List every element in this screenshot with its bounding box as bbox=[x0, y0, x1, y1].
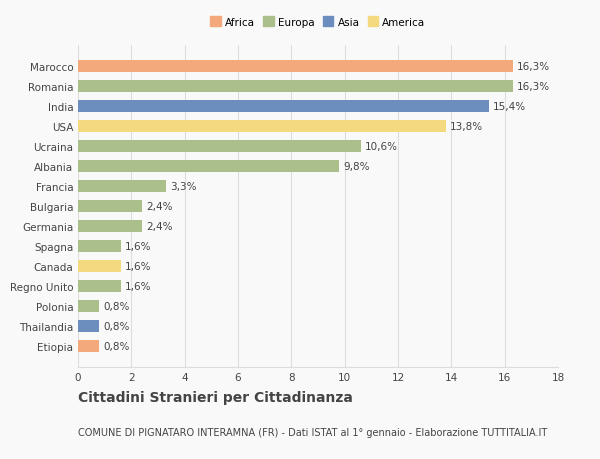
Legend: Africa, Europa, Asia, America: Africa, Europa, Asia, America bbox=[206, 12, 430, 32]
Text: 0,8%: 0,8% bbox=[103, 341, 130, 352]
Text: 10,6%: 10,6% bbox=[365, 141, 398, 151]
Bar bbox=[78, 161, 340, 173]
Bar bbox=[78, 101, 488, 112]
Text: 3,3%: 3,3% bbox=[170, 182, 197, 191]
Bar bbox=[78, 121, 446, 133]
Bar bbox=[78, 80, 512, 93]
Text: 2,4%: 2,4% bbox=[146, 222, 173, 231]
Bar bbox=[78, 221, 142, 233]
Bar bbox=[78, 320, 100, 333]
Text: 0,8%: 0,8% bbox=[103, 322, 130, 331]
Text: 1,6%: 1,6% bbox=[125, 281, 151, 291]
Text: 16,3%: 16,3% bbox=[517, 62, 550, 72]
Bar bbox=[78, 301, 100, 313]
Bar bbox=[78, 61, 512, 73]
Text: 2,4%: 2,4% bbox=[146, 202, 173, 212]
Text: 9,8%: 9,8% bbox=[343, 162, 370, 172]
Text: COMUNE DI PIGNATARO INTERAMNA (FR) - Dati ISTAT al 1° gennaio - Elaborazione TUT: COMUNE DI PIGNATARO INTERAMNA (FR) - Dat… bbox=[78, 427, 547, 437]
Bar bbox=[78, 261, 121, 273]
Bar bbox=[78, 180, 166, 192]
Bar bbox=[78, 241, 121, 252]
Bar bbox=[78, 201, 142, 213]
Text: 1,6%: 1,6% bbox=[125, 262, 151, 272]
Text: Cittadini Stranieri per Cittadinanza: Cittadini Stranieri per Cittadinanza bbox=[78, 390, 353, 404]
Text: 1,6%: 1,6% bbox=[125, 241, 151, 252]
Bar bbox=[78, 341, 100, 353]
Text: 16,3%: 16,3% bbox=[517, 82, 550, 91]
Bar bbox=[78, 280, 121, 292]
Text: 13,8%: 13,8% bbox=[450, 122, 483, 132]
Bar bbox=[78, 140, 361, 152]
Text: 0,8%: 0,8% bbox=[103, 302, 130, 312]
Text: 15,4%: 15,4% bbox=[493, 101, 526, 112]
